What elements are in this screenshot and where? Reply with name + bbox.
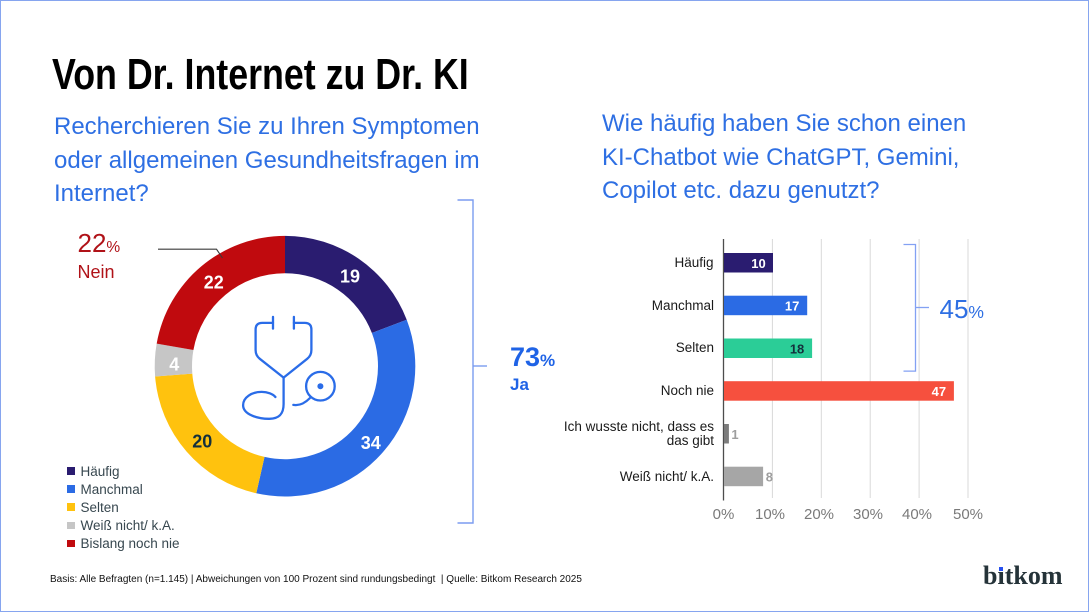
svg-text:17: 17 xyxy=(785,299,799,314)
svg-text:34: 34 xyxy=(361,433,381,453)
svg-text:47: 47 xyxy=(932,384,946,399)
svg-text:22: 22 xyxy=(204,273,224,293)
svg-text:18: 18 xyxy=(790,341,804,356)
svg-text:1: 1 xyxy=(731,427,738,442)
svg-text:20: 20 xyxy=(192,432,212,452)
svg-text:19: 19 xyxy=(340,267,360,287)
svg-text:10: 10 xyxy=(751,256,765,271)
svg-text:8: 8 xyxy=(766,470,773,485)
svg-text:4: 4 xyxy=(169,355,179,375)
